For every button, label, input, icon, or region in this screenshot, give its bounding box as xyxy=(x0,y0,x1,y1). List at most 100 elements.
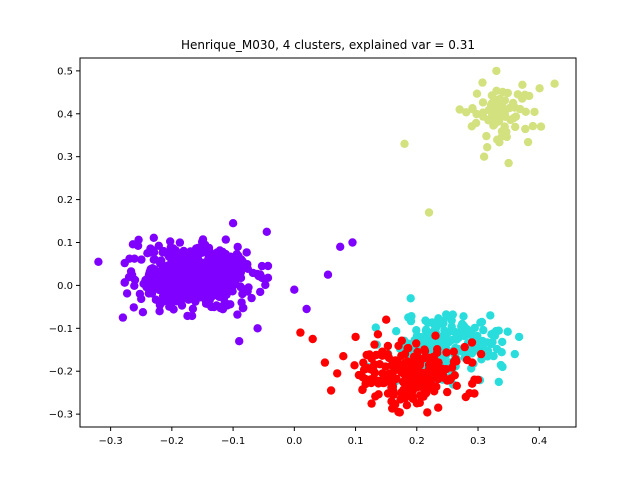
data-point xyxy=(219,266,228,275)
data-point xyxy=(421,385,430,394)
data-point xyxy=(440,339,449,349)
x-tick-label: 0.3 xyxy=(470,436,486,447)
data-point xyxy=(394,407,403,417)
data-point xyxy=(388,404,397,413)
data-point xyxy=(257,273,267,283)
data-point xyxy=(428,374,437,383)
data-point xyxy=(218,305,228,314)
data-point xyxy=(448,326,458,335)
data-point xyxy=(155,307,164,316)
data-point xyxy=(397,351,406,361)
data-point xyxy=(308,334,317,344)
data-point xyxy=(446,374,456,383)
data-point xyxy=(407,312,416,321)
data-point xyxy=(442,348,451,357)
data-point xyxy=(498,362,507,372)
data-point xyxy=(370,340,379,349)
data-point xyxy=(467,338,477,347)
data-point xyxy=(423,408,432,417)
data-point xyxy=(262,227,271,236)
data-point xyxy=(440,330,450,339)
data-point xyxy=(302,304,311,314)
y-tick-label: −0.2 xyxy=(49,367,73,378)
data-point xyxy=(489,351,498,361)
data-point xyxy=(362,350,371,360)
data-point xyxy=(361,374,370,384)
data-point xyxy=(439,319,448,328)
data-point xyxy=(400,139,409,148)
data-point xyxy=(467,122,476,131)
data-point xyxy=(432,348,442,357)
data-point xyxy=(483,352,492,361)
x-tick-label: −0.1 xyxy=(221,436,245,447)
data-point xyxy=(235,337,244,346)
data-point xyxy=(227,255,236,264)
data-point xyxy=(412,331,422,340)
data-point xyxy=(392,327,401,336)
data-point xyxy=(187,311,197,321)
data-point xyxy=(320,358,330,367)
data-point xyxy=(256,287,265,297)
data-point xyxy=(243,264,252,273)
data-point xyxy=(500,96,510,105)
data-point xyxy=(503,88,512,98)
y-tick-label: −0.1 xyxy=(49,324,73,335)
data-point xyxy=(358,385,367,394)
data-point xyxy=(323,270,333,279)
data-point xyxy=(188,304,198,313)
data-point xyxy=(449,357,459,367)
data-point xyxy=(336,242,345,251)
y-tick-label: 0.2 xyxy=(57,195,73,206)
data-point xyxy=(207,257,217,266)
data-point xyxy=(130,281,139,290)
data-point xyxy=(192,258,201,267)
data-point xyxy=(503,327,512,336)
data-point xyxy=(135,289,145,299)
data-point xyxy=(384,353,394,363)
data-point xyxy=(163,292,172,301)
data-point xyxy=(156,259,165,268)
data-point xyxy=(166,237,175,246)
data-point xyxy=(478,98,488,107)
data-point xyxy=(502,132,511,142)
data-point xyxy=(486,311,495,320)
data-point xyxy=(479,325,488,335)
data-point xyxy=(155,272,164,282)
data-point xyxy=(478,78,487,87)
data-point xyxy=(439,371,448,380)
x-tick-label: 0.0 xyxy=(286,436,302,447)
series-cluster-0 xyxy=(94,219,357,346)
data-point xyxy=(479,152,489,161)
data-point xyxy=(236,273,246,283)
data-point xyxy=(461,392,470,402)
data-point xyxy=(476,318,485,327)
data-point xyxy=(120,278,129,287)
data-point xyxy=(402,401,412,410)
data-point xyxy=(468,358,477,367)
data-point xyxy=(348,238,357,247)
data-point xyxy=(186,257,195,266)
data-point xyxy=(520,90,530,100)
data-point xyxy=(397,336,406,345)
data-point xyxy=(221,235,230,244)
data-point xyxy=(500,122,509,131)
x-tick-label: −0.2 xyxy=(160,436,184,447)
data-point xyxy=(296,328,305,337)
data-point xyxy=(464,328,473,338)
y-tick-label: 0.1 xyxy=(57,238,73,249)
data-point xyxy=(402,387,411,396)
data-point xyxy=(455,105,464,114)
data-point xyxy=(536,122,546,131)
data-point xyxy=(178,282,187,291)
data-point xyxy=(141,275,150,285)
data-point xyxy=(487,91,497,100)
data-point xyxy=(373,330,383,339)
data-point xyxy=(148,264,157,273)
data-point xyxy=(198,235,208,244)
data-point xyxy=(521,107,530,117)
data-point xyxy=(510,349,519,359)
data-point xyxy=(149,233,158,242)
data-point xyxy=(420,345,429,354)
data-point xyxy=(232,263,242,272)
